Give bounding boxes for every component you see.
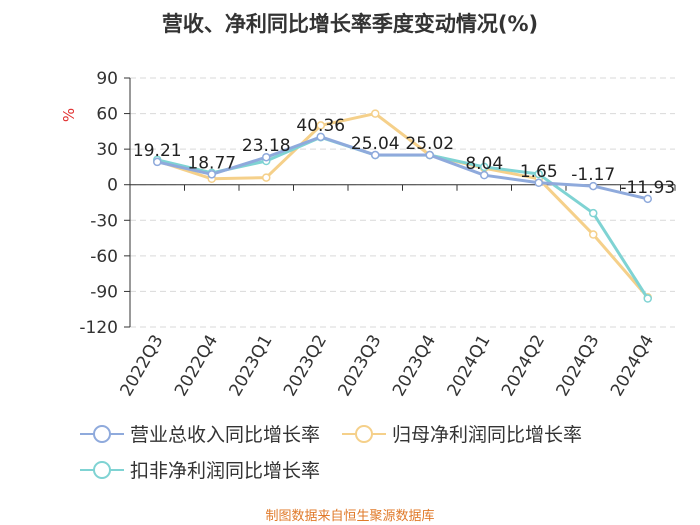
- data-label: 40.36: [296, 116, 345, 136]
- data-label: 19.21: [133, 141, 182, 161]
- source-note: 制图数据来自恒生聚源数据库: [265, 509, 435, 524]
- legend-swatch-net-profit: [342, 424, 387, 443]
- x-tick-label: 2023Q3: [335, 332, 386, 400]
- series-point-0: [207, 170, 216, 179]
- chart-title: 营收、净利同比增长率季度变动情况(%): [161, 12, 539, 36]
- y-tick-label: -90: [90, 282, 118, 302]
- legend-item-deducted-profit[interactable]: 扣非净利润同比增长率: [80, 456, 320, 483]
- series-point-0: [153, 157, 162, 167]
- data-label: 18.77: [187, 153, 236, 173]
- y-axis-label: %: [60, 108, 78, 122]
- series-line-0: [156, 135, 649, 201]
- legend-swatch-revenue: [80, 424, 124, 443]
- x-tick-label: 2024Q3: [553, 332, 604, 400]
- y-tick-label: -30: [90, 211, 118, 231]
- data-label: 25.02: [405, 134, 454, 154]
- series-point-2: [589, 208, 598, 218]
- x-tick-label: 2024Q4: [607, 332, 658, 400]
- x-tick-label: 2022Q3: [117, 332, 168, 400]
- data-label: 25.04: [351, 134, 400, 154]
- x-tick-label: 2024Q1: [444, 332, 495, 400]
- legend-item-net-profit[interactable]: 归母净利润同比增长率: [342, 420, 582, 447]
- y-tick-label: 60: [96, 105, 118, 125]
- series-point-0: [589, 181, 598, 191]
- y-tick-label: 30: [96, 140, 118, 160]
- legend-label-revenue: 营业总收入同比增长率: [130, 424, 321, 446]
- x-tick-label: 2022Q4: [171, 332, 222, 400]
- x-tick-label: 2023Q4: [389, 332, 440, 400]
- y-tick-label: -120: [79, 318, 118, 338]
- series-point-0: [262, 152, 271, 162]
- series-point-0: [371, 150, 380, 160]
- data-label: 8.04: [465, 154, 503, 174]
- series-point-2: [534, 169, 543, 179]
- series-point-2: [643, 294, 652, 303]
- series-point-0: [316, 132, 325, 142]
- data-label: -11.93: [620, 178, 675, 198]
- legend-swatch-deducted-profit: [80, 460, 124, 479]
- legend-row-2: 扣非净利润同比增长率: [80, 456, 342, 483]
- x-tick-label: 2024Q2: [498, 332, 549, 400]
- series-point-1: [316, 121, 325, 130]
- legend-label-net-profit: 归母净利润同比增长率: [392, 424, 583, 446]
- data-label: 1.65: [520, 162, 558, 182]
- series-line-1: [156, 112, 649, 299]
- x-tick-label: 2023Q1: [226, 332, 277, 400]
- y-tick-label: 0: [107, 176, 118, 196]
- series-point-0: [480, 170, 489, 180]
- x-tick-label: 2023Q2: [280, 332, 331, 400]
- series-point-0: [425, 150, 434, 160]
- series-point-2: [480, 162, 489, 172]
- legend-label-deducted-profit: 扣非净利润同比增长率: [130, 460, 321, 482]
- data-label: 23.18: [242, 136, 291, 156]
- series-point-0: [534, 178, 543, 188]
- series-point-0: [643, 194, 652, 204]
- series-point-1: [262, 173, 271, 182]
- data-label: -1.17: [571, 165, 615, 185]
- y-tick-label: -60: [90, 247, 118, 267]
- legend-row-1: 营业总收入同比增长率 归母净利润同比增长率: [80, 420, 604, 447]
- series-point-1: [371, 109, 380, 118]
- y-tick-label: 90: [96, 69, 118, 89]
- legend-item-revenue[interactable]: 营业总收入同比增长率: [80, 420, 320, 447]
- series-point-1: [589, 230, 598, 239]
